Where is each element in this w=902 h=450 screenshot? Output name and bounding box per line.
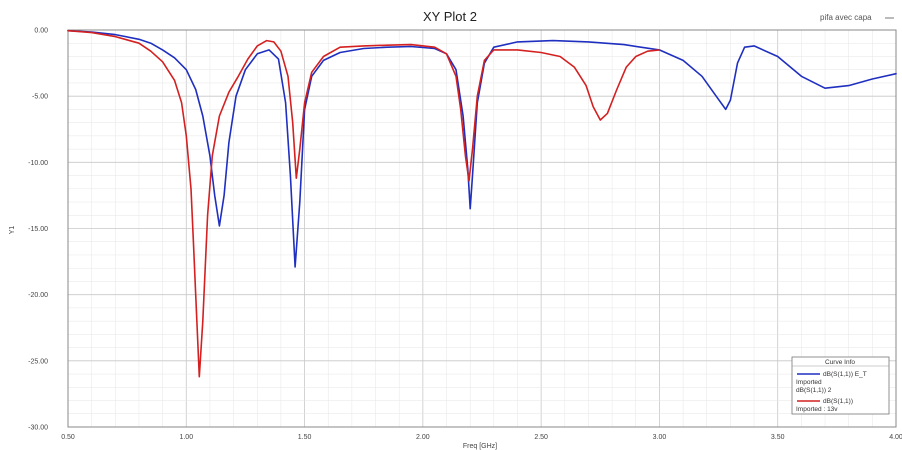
y-tick-label: -25.00 <box>28 358 48 365</box>
legend-entry-1-line2: Imported <box>796 379 822 386</box>
legend-title: Curve Info <box>825 359 855 366</box>
y-tick-label: -20.00 <box>28 292 48 299</box>
plot-frame <box>67 29 897 428</box>
legend-box: Curve Info dB(S(1,1)) E_T Imported dB(S(… <box>791 356 890 415</box>
x-tick-label: 2.50 <box>534 434 548 441</box>
y-axis-label: Y1 <box>9 226 16 235</box>
x-tick-label: 4.00 <box>889 434 902 441</box>
y-tick-label: -30.00 <box>28 425 48 432</box>
legend-frame <box>791 356 890 415</box>
legend-entry-2-line1: dB(S(1,1)) <box>823 398 853 405</box>
legend-entry-2-line2: Imported : 13v <box>796 406 838 413</box>
x-axis-label: Freq [GHz] <box>463 443 497 450</box>
x-tick-label: 1.00 <box>179 434 193 441</box>
x-tick-label: 0.50 <box>61 434 75 441</box>
x-tick-label: 1.50 <box>298 434 312 441</box>
chart-title: XY Plot 2 <box>423 9 477 24</box>
series-line-1 <box>67 29 897 268</box>
y-tick-label: -5.00 <box>32 94 48 101</box>
y-tick-label: -15.00 <box>28 226 48 233</box>
corner-label: pifa avec capa <box>820 13 872 22</box>
x-axis-ticks: 0.50 1.00 1.50 2.00 2.50 3.00 3.50 4.00 <box>61 434 902 441</box>
x-tick-label: 3.50 <box>771 434 785 441</box>
y-axis-ticks: 0.00 -5.00 -10.00 -15.00 -20.00 -25.00 -30.00 <box>28 28 48 432</box>
y-tick-label: -10.00 <box>28 160 48 167</box>
legend-entry-1-line3: dB(S(1,1)) 2 <box>796 387 832 394</box>
y-tick-label: 0.00 <box>34 28 48 35</box>
series-lines <box>67 29 897 378</box>
x-tick-label: 3.00 <box>653 434 667 441</box>
series-line-2 <box>67 29 661 378</box>
legend-entry-1-line1: dB(S(1,1)) E_T <box>823 371 867 378</box>
x-tick-label: 2.00 <box>416 434 430 441</box>
